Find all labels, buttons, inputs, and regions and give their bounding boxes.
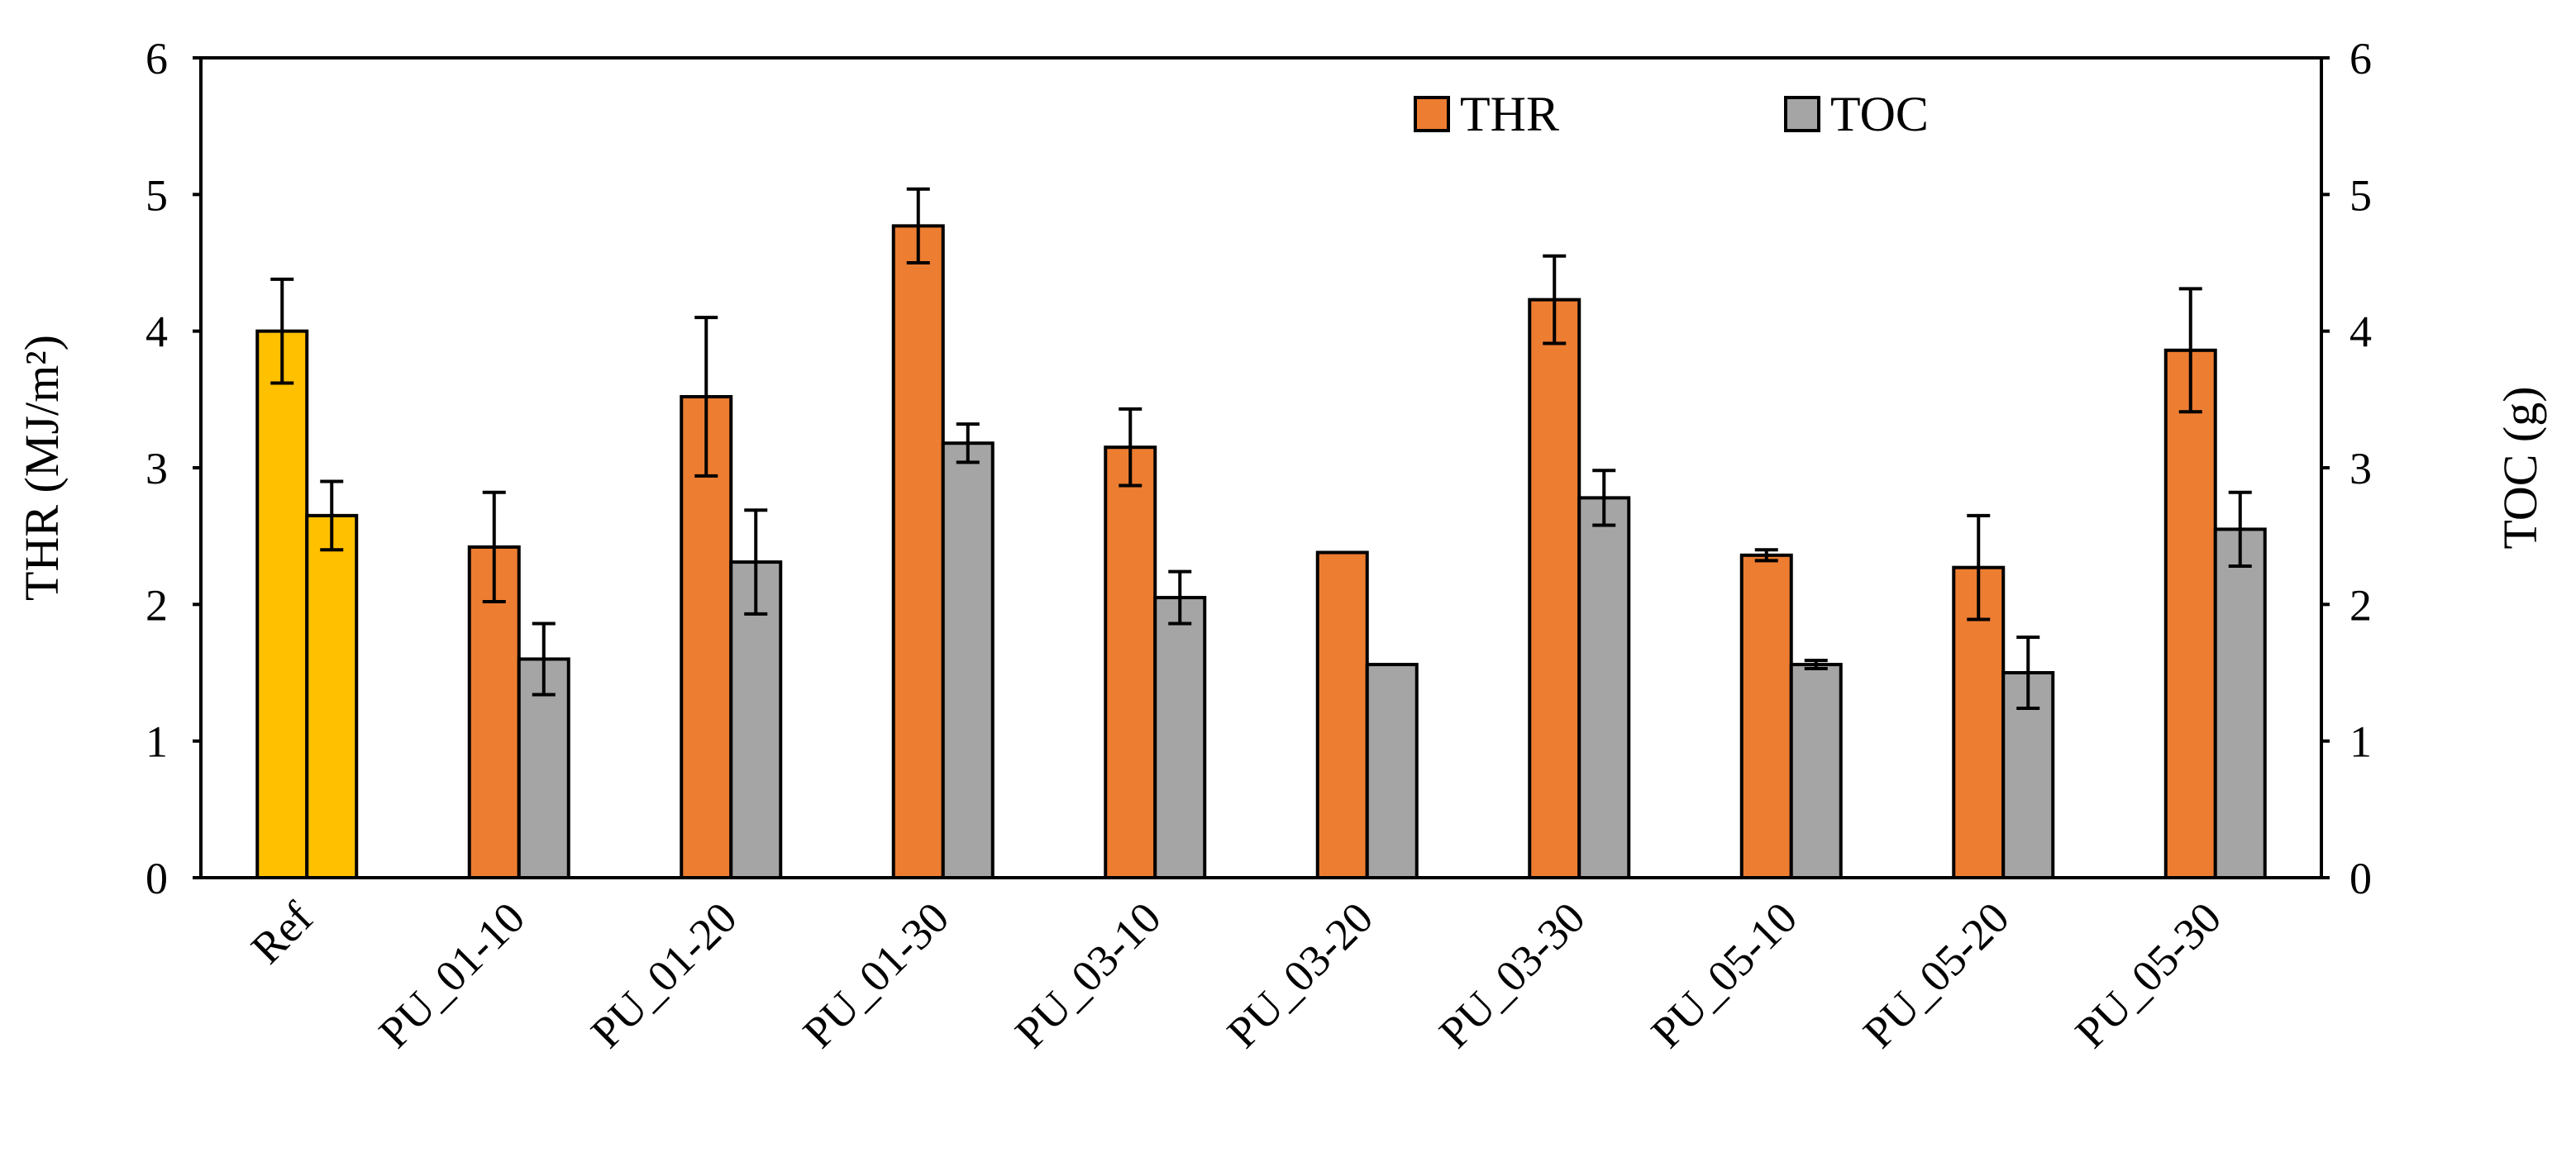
right-axis: 0 1 2 3 4 5 6 TOC (g): [2321, 34, 2547, 903]
bar-toc-pu_03-30: [1577, 496, 1631, 880]
category-label-pu_03-20: PU_03-20: [1218, 893, 1382, 1057]
error-bars-group: [270, 187, 2252, 710]
right-axis-title: TOC (g): [2493, 386, 2547, 549]
right-tick-label-2: 2: [2349, 580, 2372, 630]
bar-toc-pu_05-10: [1789, 663, 1843, 880]
category-label-pu_05-30: PU_05-30: [2066, 893, 2230, 1057]
bar-toc-pu_03-20: [1365, 663, 1419, 880]
category-label-pu_05-10: PU_05-10: [1642, 893, 1806, 1057]
left-tick-label-2: 2: [145, 580, 168, 630]
left-tick-label-5: 5: [145, 170, 168, 220]
bar-thr-ref: [255, 329, 309, 879]
category-axis: Ref PU_01-10 PU_01-20 PU_01-30 PU_03-10 PU_03…: [241, 893, 2230, 1057]
left-tick-label-1: 1: [145, 717, 168, 767]
category-label-ref: Ref: [241, 893, 322, 974]
legend-swatch-thr: [1414, 96, 1450, 132]
right-tick-label-0: 0: [2349, 854, 2372, 903]
legend-swatch-toc: [1784, 96, 1820, 132]
right-tick-label-5: 5: [2349, 170, 2372, 220]
right-tick-label-3: 3: [2349, 444, 2372, 493]
legend-label-toc: TOC: [1830, 87, 1929, 141]
left-axis: 0 1 2 3 4 5 6 THR (MJ/m²): [15, 34, 201, 903]
category-label-pu_01-10: PU_01-10: [370, 893, 534, 1057]
category-label-pu_05-20: PU_05-20: [1853, 893, 2018, 1057]
left-tick-label-4: 4: [145, 307, 168, 357]
bar-thr-pu_03-30: [1528, 298, 1581, 879]
legend: THR TOC: [1414, 87, 1929, 141]
bar-toc-ref: [305, 513, 359, 879]
bar-toc-pu_03-10: [1153, 596, 1207, 879]
bar-toc-pu_01-30: [941, 441, 995, 879]
bar-thr-pu_05-30: [2163, 348, 2217, 879]
category-label-pu_01-20: PU_01-20: [581, 893, 746, 1057]
bar-thr-pu_03-10: [1104, 445, 1157, 879]
left-axis-title: THR (MJ/m²): [15, 335, 69, 601]
left-tick-label-3: 3: [145, 444, 168, 493]
bar-thr-pu_01-30: [891, 224, 945, 879]
bar-thr-pu_05-20: [1952, 565, 2006, 880]
category-label-pu_01-30: PU_01-30: [794, 893, 958, 1057]
left-tick-label-0: 0: [145, 854, 168, 903]
right-tick-label-6: 6: [2349, 34, 2372, 83]
bar-thr-pu_05-10: [1739, 553, 1793, 880]
right-tick-label-1: 1: [2349, 717, 2372, 767]
legend-label-thr: THR: [1460, 87, 1559, 141]
left-tick-label-6: 6: [145, 34, 168, 83]
category-label-pu_03-10: PU_03-10: [1005, 893, 1170, 1057]
bar-toc-pu_05-30: [2213, 527, 2267, 880]
bar-thr-pu_03-20: [1315, 550, 1369, 879]
category-label-pu_03-30: PU_03-30: [1429, 893, 1594, 1057]
right-tick-label-4: 4: [2349, 307, 2372, 357]
bars-group: [255, 224, 2267, 880]
